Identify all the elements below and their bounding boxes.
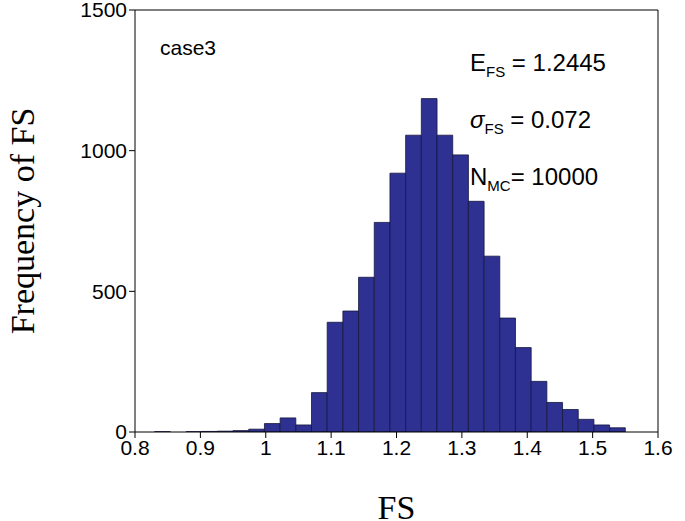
svg-text:1000: 1000 bbox=[80, 139, 127, 162]
svg-text:0: 0 bbox=[115, 420, 127, 443]
svg-text:1.1: 1.1 bbox=[317, 436, 346, 459]
svg-text:FS: FS bbox=[378, 489, 416, 521]
svg-text:Frequency of FS: Frequency of FS bbox=[8, 108, 41, 335]
html-text:case3: case3 bbox=[160, 36, 216, 59]
svg-text:500: 500 bbox=[92, 280, 127, 303]
html-text:EFS= 1.2445: EFS= 1.2445 bbox=[470, 49, 606, 80]
svg-text:1: 1 bbox=[260, 436, 272, 459]
svg-text:0.9: 0.9 bbox=[186, 436, 215, 459]
svg-text:1.6: 1.6 bbox=[643, 436, 672, 459]
svg-text:1.3: 1.3 bbox=[447, 436, 476, 459]
svg-text:1.5: 1.5 bbox=[578, 436, 607, 459]
svg-text:1.2: 1.2 bbox=[382, 436, 411, 459]
html-text:σFS= 0.072: σFS= 0.072 bbox=[470, 106, 592, 137]
svg-text:1500: 1500 bbox=[80, 0, 127, 21]
svg-text:0.8: 0.8 bbox=[120, 435, 150, 459]
svg-text:1.4: 1.4 bbox=[513, 436, 543, 459]
html-text:NMC= 10000: NMC= 10000 bbox=[470, 163, 599, 194]
